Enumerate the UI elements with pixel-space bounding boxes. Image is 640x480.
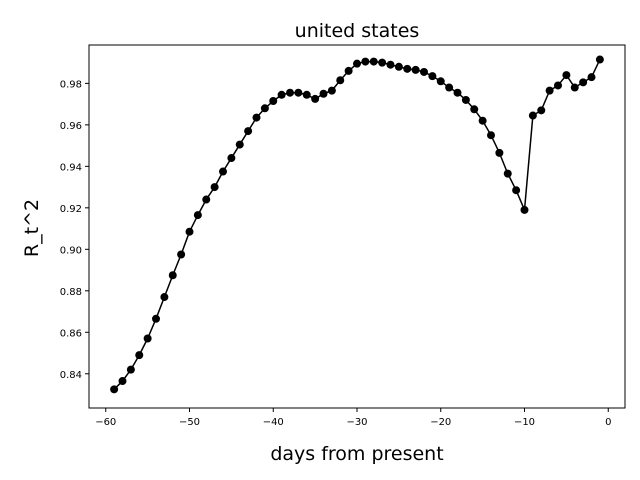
- y-tick-label: 0.86: [60, 328, 82, 339]
- data-point: [311, 94, 320, 103]
- data-point: [110, 385, 119, 394]
- data-point: [160, 293, 169, 302]
- data-point: [210, 183, 219, 192]
- data-point: [420, 67, 428, 76]
- data-point: [570, 83, 579, 92]
- data-point: [587, 73, 596, 82]
- plot-area: [89, 45, 625, 408]
- data-point: [453, 88, 462, 97]
- y-tick-label: 0.90: [60, 245, 82, 256]
- data-point: [177, 250, 186, 259]
- y-tick-label: 0.94: [60, 162, 82, 173]
- x-tick-label: −50: [179, 417, 200, 428]
- y-tick-label: 0.92: [60, 204, 82, 215]
- data-point: [528, 111, 537, 120]
- data-point: [277, 90, 286, 99]
- data-point: [235, 140, 244, 149]
- x-tick-label: −20: [430, 417, 451, 428]
- data-point: [219, 167, 227, 176]
- data-point: [403, 64, 412, 73]
- data-point: [193, 211, 202, 220]
- data-point: [269, 97, 278, 106]
- y-tick-label: 0.96: [60, 121, 82, 132]
- data-point: [227, 154, 236, 163]
- plot-frame: [88, 44, 626, 409]
- data-point: [185, 227, 194, 236]
- y-tick-label: 0.98: [60, 79, 82, 90]
- data-point: [369, 57, 378, 66]
- x-tick-label: −10: [514, 417, 535, 428]
- chart-title: united states: [295, 20, 420, 42]
- x-tick-label: 0: [605, 417, 611, 428]
- data-point: [327, 86, 336, 95]
- data-point: [319, 89, 328, 98]
- x-axis-label: days from present: [270, 443, 443, 465]
- data-point: [244, 127, 253, 136]
- data-point: [126, 365, 135, 374]
- data-point: [445, 83, 454, 92]
- data-point: [361, 57, 370, 66]
- data-point: [353, 59, 361, 68]
- data-point: [562, 71, 571, 80]
- data-point: [143, 334, 152, 343]
- data-point: [252, 113, 261, 122]
- data-point: [428, 72, 437, 81]
- data-point: [595, 55, 604, 64]
- data-point: [461, 95, 470, 104]
- data-point: [286, 88, 294, 97]
- data-point: [537, 106, 546, 115]
- data-point: [394, 62, 403, 71]
- data-point: [411, 65, 420, 74]
- data-point: [545, 86, 554, 95]
- series-layer: [110, 55, 604, 394]
- data-point: [168, 271, 177, 280]
- data-point: [294, 88, 303, 97]
- y-tick-label: 0.88: [60, 287, 82, 298]
- y-axis-label: R_t^2: [21, 199, 43, 257]
- data-point: [487, 131, 495, 140]
- data-point: [378, 58, 387, 67]
- data-point: [302, 90, 311, 99]
- data-point: [554, 81, 562, 90]
- data-point: [478, 116, 487, 125]
- data-point: [344, 66, 353, 75]
- data-point: [579, 78, 588, 87]
- data-point: [260, 104, 269, 113]
- x-tick-label: −60: [95, 417, 116, 428]
- x-tick-label: −40: [263, 417, 284, 428]
- data-point: [436, 77, 445, 86]
- y-tick-label: 0.84: [60, 370, 82, 381]
- data-point: [503, 169, 512, 178]
- data-point: [520, 205, 529, 214]
- data-point: [202, 195, 211, 204]
- data-point: [152, 314, 160, 323]
- data-point: [495, 148, 504, 157]
- data-point: [336, 76, 345, 85]
- data-point: [135, 351, 144, 360]
- data-point: [386, 60, 395, 69]
- data-point: [118, 377, 127, 386]
- x-tick-label: −30: [346, 417, 367, 428]
- data-point: [512, 186, 521, 195]
- tick-layer: −60 −50 −40 −30 −20 −10 0 0.84 0.86 0.88 0.90 0.92 0…: [60, 79, 612, 428]
- data-point: [470, 105, 479, 114]
